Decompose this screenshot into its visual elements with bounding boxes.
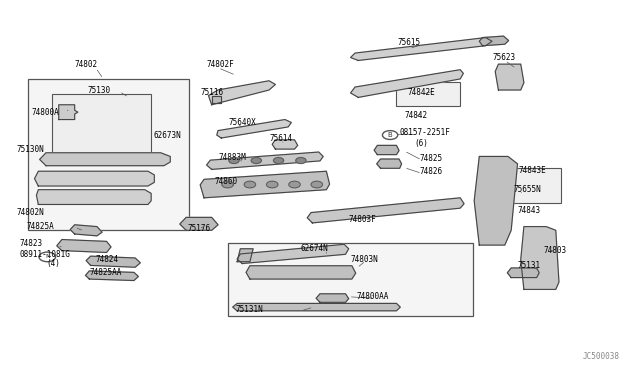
Polygon shape <box>272 140 298 149</box>
Circle shape <box>266 181 278 188</box>
Text: 74825: 74825 <box>419 154 442 163</box>
Circle shape <box>251 158 261 163</box>
Text: N: N <box>45 254 50 259</box>
Polygon shape <box>207 152 323 169</box>
Polygon shape <box>209 81 275 105</box>
Text: 74802F: 74802F <box>207 60 234 69</box>
Polygon shape <box>40 153 170 166</box>
Text: 74860: 74860 <box>214 177 237 186</box>
Circle shape <box>289 181 300 188</box>
Bar <box>228 243 473 316</box>
Text: 75130N: 75130N <box>16 145 44 154</box>
Text: 75176: 75176 <box>188 224 211 232</box>
Text: (6): (6) <box>414 139 428 148</box>
Text: 08157-2251F: 08157-2251F <box>399 128 451 137</box>
Polygon shape <box>59 105 78 119</box>
Polygon shape <box>35 171 154 186</box>
Text: 75131: 75131 <box>518 261 541 270</box>
Polygon shape <box>217 119 291 138</box>
Text: 75614: 75614 <box>269 134 292 143</box>
Polygon shape <box>180 217 218 230</box>
Polygon shape <box>307 198 464 223</box>
Text: (4): (4) <box>46 259 60 268</box>
Text: 74824: 74824 <box>96 255 119 264</box>
Polygon shape <box>474 157 518 245</box>
Text: 62673N: 62673N <box>153 131 180 140</box>
Text: 75131N: 75131N <box>236 305 264 314</box>
Text: 08911-1081G: 08911-1081G <box>19 250 70 259</box>
Text: 75640X: 75640X <box>228 118 256 127</box>
Text: 74803: 74803 <box>543 247 566 256</box>
Text: 75655N: 75655N <box>514 185 541 194</box>
Text: 74803N: 74803N <box>351 254 378 264</box>
Polygon shape <box>200 171 330 198</box>
Polygon shape <box>351 38 492 61</box>
Text: 74802: 74802 <box>75 60 98 69</box>
Text: 74826: 74826 <box>419 167 442 176</box>
Polygon shape <box>212 96 221 103</box>
Text: JC500038: JC500038 <box>582 352 620 361</box>
Bar <box>396 81 460 106</box>
Polygon shape <box>237 244 349 263</box>
Text: 74800A: 74800A <box>32 108 60 117</box>
Circle shape <box>229 158 239 163</box>
Polygon shape <box>351 70 463 97</box>
Polygon shape <box>36 190 151 205</box>
Bar <box>52 94 151 164</box>
Polygon shape <box>246 266 356 279</box>
Text: 74842E: 74842E <box>408 89 436 97</box>
Text: 74843: 74843 <box>518 206 541 215</box>
Circle shape <box>273 158 284 163</box>
Polygon shape <box>237 249 253 262</box>
Text: 74802N: 74802N <box>16 208 44 217</box>
Text: 74803F: 74803F <box>348 215 376 224</box>
Polygon shape <box>521 227 559 289</box>
Circle shape <box>244 181 255 188</box>
Polygon shape <box>86 271 138 280</box>
Polygon shape <box>495 64 524 90</box>
Text: 74883M: 74883M <box>218 153 246 162</box>
Polygon shape <box>86 256 140 267</box>
Text: 74800AA: 74800AA <box>357 292 389 301</box>
Text: 74842: 74842 <box>404 110 428 120</box>
Circle shape <box>296 158 306 163</box>
Circle shape <box>222 181 234 188</box>
Text: B: B <box>388 132 392 138</box>
Polygon shape <box>70 225 102 236</box>
Polygon shape <box>508 268 540 278</box>
Polygon shape <box>374 145 399 155</box>
Text: 74825AA: 74825AA <box>90 268 122 277</box>
Polygon shape <box>479 36 509 46</box>
Text: 75116: 75116 <box>200 89 223 97</box>
Text: 74843E: 74843E <box>519 166 547 175</box>
Bar <box>509 168 561 203</box>
Text: 75130: 75130 <box>88 86 111 94</box>
Text: 62674N: 62674N <box>301 244 328 253</box>
Text: 75615: 75615 <box>397 38 421 46</box>
Polygon shape <box>316 294 349 302</box>
Bar <box>28 79 189 230</box>
Polygon shape <box>57 240 111 253</box>
Text: 74823: 74823 <box>19 239 42 248</box>
Polygon shape <box>377 159 401 168</box>
Text: 75623: 75623 <box>492 53 515 62</box>
Text: 74825A: 74825A <box>27 222 54 231</box>
Circle shape <box>311 181 323 188</box>
Polygon shape <box>233 304 400 311</box>
